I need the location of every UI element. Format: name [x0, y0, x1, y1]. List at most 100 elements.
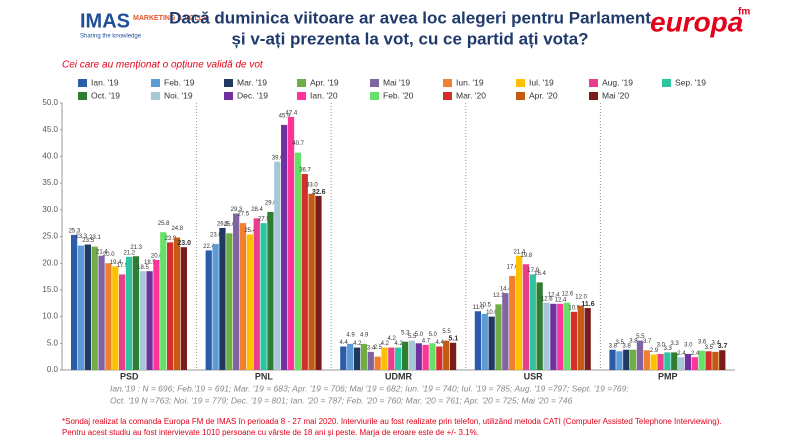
legend-label: Feb. '20: [383, 90, 414, 100]
data-label: 10.9: [568, 305, 580, 311]
legend-swatch: [589, 92, 598, 100]
bar: [684, 353, 692, 370]
legend-label: Mai '19: [383, 77, 410, 87]
y-tick-label: 50.0: [42, 98, 58, 107]
data-label: 3.5: [616, 340, 625, 346]
legend-swatch: [78, 79, 87, 87]
data-label: 5.1: [449, 336, 459, 343]
data-label: 3.7: [643, 339, 652, 345]
bar: [260, 223, 267, 370]
y-tick-label: 0.0: [47, 365, 59, 374]
bar: [522, 264, 530, 370]
data-label: 10.5: [479, 303, 491, 309]
bar: [253, 218, 260, 370]
chart-subtitle: Cei care au menționat o opțiune validă d…: [62, 60, 264, 71]
data-label: 36.7: [299, 168, 311, 174]
legend-label: Dec. '19: [237, 90, 268, 100]
bar: [287, 116, 295, 370]
bar: [105, 263, 112, 370]
y-tick-label: 40.0: [42, 152, 58, 161]
bar: [474, 311, 482, 370]
data-label: 5.0: [429, 332, 438, 338]
bar: [112, 266, 119, 370]
bar: [515, 255, 523, 370]
data-label: 4.4: [339, 340, 348, 346]
bar: [139, 271, 146, 370]
bar: [643, 350, 650, 370]
data-label: 4.2: [353, 341, 362, 347]
legend-swatch: [662, 79, 671, 87]
bar: [340, 346, 347, 370]
data-label: 23.6: [210, 233, 222, 239]
x-tick-label: PSD: [120, 371, 139, 381]
legend-label: Noi. '19: [164, 90, 193, 100]
data-label: 25.3: [69, 228, 81, 234]
bar: [153, 259, 160, 370]
bar: [616, 351, 623, 370]
bar: [401, 341, 409, 370]
legend-label: Sep. '19: [675, 77, 706, 87]
data-label: 5.5: [408, 334, 417, 340]
data-label: 21.4: [96, 249, 108, 255]
y-tick-label: 5.0: [47, 338, 59, 347]
bar: [388, 347, 395, 370]
x-tick-label: PNL: [255, 371, 274, 381]
bar: [691, 357, 698, 370]
bar: [360, 343, 368, 370]
legend-label: Mai '20: [602, 90, 629, 100]
bar: [132, 256, 139, 370]
y-tick-label: 20.0: [42, 258, 58, 267]
bar: [650, 354, 657, 370]
bar: [577, 305, 584, 370]
bar: [267, 211, 274, 370]
data-label: 21.3: [130, 245, 142, 251]
bar: [422, 344, 429, 370]
data-label: 29.6: [265, 201, 277, 207]
bar: [125, 256, 133, 370]
data-label: 3.0: [684, 343, 693, 349]
data-label: 3.3: [670, 341, 679, 347]
bar: [98, 255, 105, 370]
legend-swatch: [297, 79, 306, 87]
data-label: 3.8: [629, 338, 638, 344]
logo-europa: europa: [650, 6, 743, 37]
bar: [657, 353, 664, 370]
data-label: 27.5: [237, 212, 249, 218]
data-label: 3.6: [698, 339, 707, 345]
bar: [415, 343, 422, 370]
bar: [374, 356, 381, 370]
data-label: 3.5: [705, 345, 714, 351]
legend-swatch: [516, 79, 525, 87]
data-label: 23.3: [75, 234, 87, 240]
data-label: 19.8: [520, 253, 532, 259]
bar: [146, 271, 153, 370]
data-label: 18.5: [137, 265, 149, 271]
y-tick-label: 45.0: [42, 125, 58, 134]
bar: [719, 350, 726, 370]
bar: [481, 313, 488, 370]
data-label: 20.6: [151, 254, 163, 260]
y-tick-label: 30.0: [42, 205, 58, 214]
data-label: 2.9: [650, 348, 659, 354]
data-label: 4.2: [381, 341, 390, 347]
bar: [712, 351, 719, 370]
data-label: 24.8: [171, 226, 183, 232]
bar: [563, 302, 571, 370]
title-line: Dacă duminica viitoare ar avea loc alege…: [169, 8, 651, 27]
bar: [609, 349, 616, 370]
legend-label: Apr. '19: [310, 77, 339, 87]
data-label: 23.5: [82, 238, 94, 244]
bar: [119, 274, 126, 370]
legend-swatch: [516, 92, 525, 100]
y-tick-label: 15.0: [42, 285, 58, 294]
data-label: 25.8: [158, 221, 170, 227]
bar: [226, 233, 233, 370]
bar: [281, 124, 288, 370]
data-label: 23.0: [177, 240, 191, 247]
data-label: 40.7: [292, 141, 304, 147]
legend-swatch: [224, 92, 233, 100]
data-label: 5.5: [636, 334, 645, 340]
bar: [550, 303, 557, 370]
